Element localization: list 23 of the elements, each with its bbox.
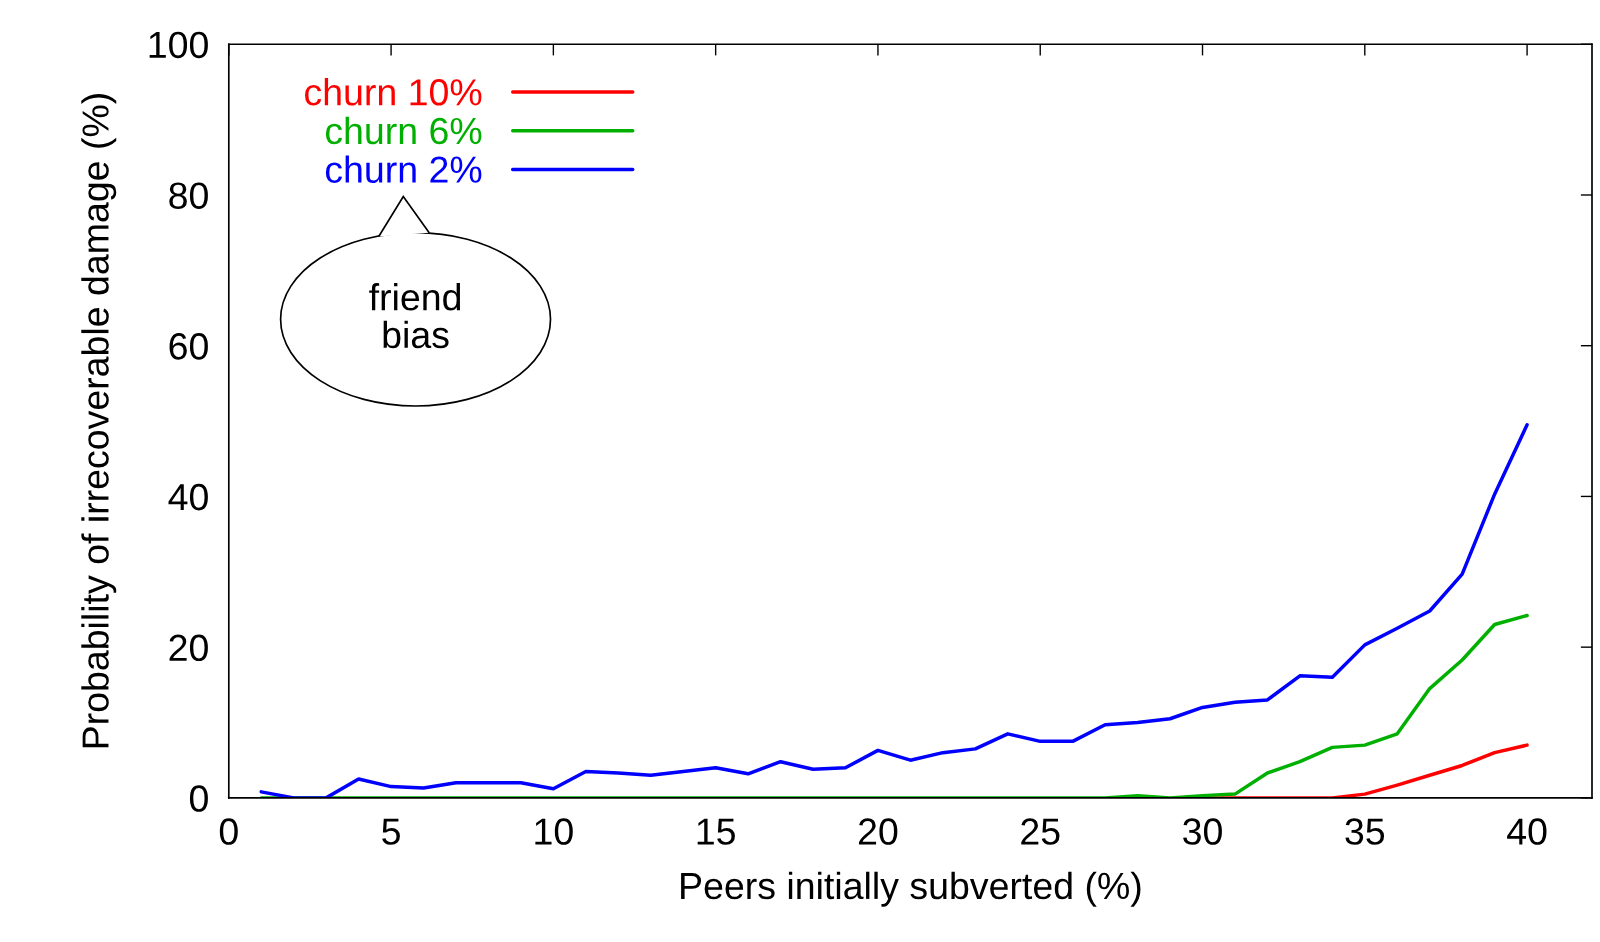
x-tick-label: 20	[858, 818, 898, 845]
y-tick-label: 40	[168, 483, 208, 511]
y-tick-label: 60	[169, 333, 208, 360]
x-tick-label: 40	[1507, 818, 1547, 845]
x-tick-label: 5	[382, 818, 400, 845]
line-series	[259, 423, 1529, 798]
x-axis-title: Peers initially subverted (%)	[681, 871, 1141, 907]
y-tick-label: 100	[149, 31, 208, 59]
legend-label: churn 2%	[325, 155, 482, 183]
x-tick-label: 10	[535, 818, 573, 845]
y-tick-label: 80	[169, 182, 208, 209]
y-axis-title: Probability of irrecoverable damage (%)	[81, 94, 117, 748]
x-tick-label: 0	[219, 818, 238, 845]
x-tick-label: 30	[1183, 818, 1222, 845]
y-tick-label: 0	[189, 785, 208, 812]
x-tick-label: 15	[697, 818, 735, 845]
x-tick-label: 25	[1021, 818, 1060, 845]
annotation: friend bias	[369, 283, 461, 349]
legend-label: churn 6%	[325, 116, 482, 145]
x-tick-label: 35	[1345, 818, 1385, 845]
legend-label: churn 10%	[305, 78, 482, 106]
y-tick-label: 20	[169, 634, 208, 662]
line-series	[259, 613, 1529, 798]
